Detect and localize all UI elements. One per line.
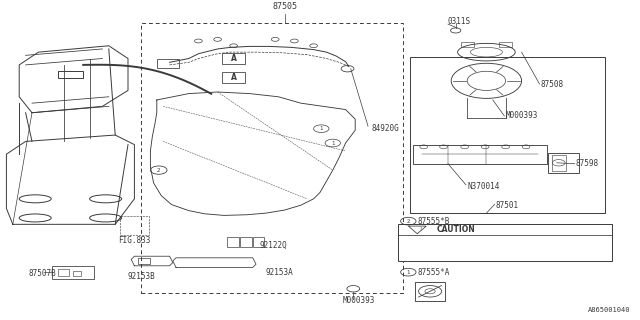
Bar — [227, 237, 239, 247]
Bar — [548, 153, 579, 173]
Text: 0311S: 0311S — [448, 17, 471, 26]
Bar — [415, 282, 445, 301]
Text: 1: 1 — [331, 140, 335, 146]
Bar — [253, 237, 264, 247]
Bar — [222, 72, 245, 84]
Text: A: A — [230, 73, 237, 82]
Bar — [52, 266, 94, 278]
Text: 87555*B: 87555*B — [418, 217, 451, 226]
Bar — [73, 271, 81, 276]
Bar — [222, 53, 245, 64]
Bar — [461, 42, 474, 47]
Text: 2: 2 — [406, 219, 410, 224]
Text: 87507B: 87507B — [29, 269, 56, 278]
Text: FIG.833: FIG.833 — [118, 236, 151, 245]
Bar — [120, 216, 149, 236]
Bar — [58, 269, 69, 276]
Text: 87598: 87598 — [576, 159, 599, 168]
Text: 1: 1 — [406, 270, 410, 275]
Text: M000393: M000393 — [342, 296, 375, 305]
Text: M000393: M000393 — [506, 111, 538, 120]
Text: 87505: 87505 — [272, 2, 298, 11]
Bar — [157, 59, 179, 68]
Bar — [410, 57, 605, 213]
Bar — [552, 155, 566, 171]
Text: 87508: 87508 — [541, 80, 564, 89]
Bar — [240, 237, 252, 247]
Text: 2: 2 — [157, 168, 161, 172]
Bar — [413, 145, 547, 164]
Bar — [138, 259, 150, 264]
Text: N370014: N370014 — [467, 181, 500, 191]
Text: 92122Q: 92122Q — [259, 241, 287, 250]
Bar — [499, 42, 512, 47]
Text: A865001040: A865001040 — [588, 307, 630, 313]
Text: !: ! — [419, 228, 421, 232]
Text: CAUTION: CAUTION — [436, 225, 476, 235]
Bar — [58, 71, 83, 78]
Text: 87501: 87501 — [496, 201, 519, 210]
Text: 84920G: 84920G — [371, 124, 399, 133]
Text: 92153B: 92153B — [128, 272, 156, 282]
Text: A: A — [230, 54, 237, 63]
Bar — [141, 23, 403, 293]
Text: 1: 1 — [319, 126, 323, 131]
Bar — [398, 224, 612, 261]
Text: 92153A: 92153A — [266, 268, 293, 277]
Text: 87555*A: 87555*A — [418, 268, 451, 277]
